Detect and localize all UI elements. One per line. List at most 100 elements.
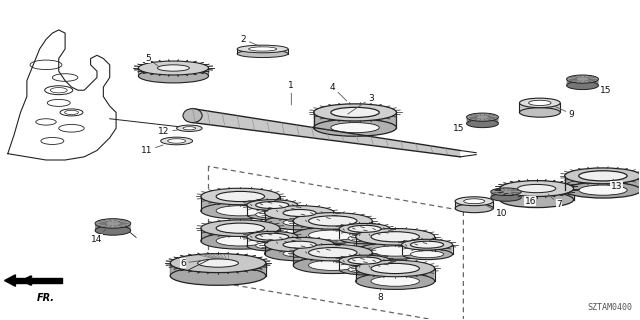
- Ellipse shape: [356, 273, 435, 289]
- Polygon shape: [246, 237, 298, 251]
- Text: 1: 1: [289, 81, 294, 105]
- Polygon shape: [293, 252, 372, 274]
- Ellipse shape: [566, 81, 598, 90]
- Ellipse shape: [356, 228, 435, 245]
- Text: 15: 15: [595, 83, 611, 95]
- Ellipse shape: [564, 182, 640, 198]
- Text: 11: 11: [141, 145, 163, 155]
- Ellipse shape: [410, 241, 444, 248]
- Polygon shape: [201, 196, 280, 219]
- Text: 14: 14: [92, 228, 107, 244]
- Ellipse shape: [255, 211, 289, 218]
- Ellipse shape: [216, 191, 264, 202]
- Ellipse shape: [410, 251, 444, 258]
- Ellipse shape: [177, 125, 202, 132]
- Ellipse shape: [401, 239, 452, 250]
- Ellipse shape: [264, 237, 335, 252]
- Ellipse shape: [529, 100, 551, 106]
- Ellipse shape: [464, 199, 484, 204]
- Ellipse shape: [348, 266, 381, 273]
- Ellipse shape: [216, 223, 264, 233]
- Ellipse shape: [356, 243, 435, 259]
- Ellipse shape: [579, 171, 627, 181]
- Ellipse shape: [467, 119, 499, 128]
- Ellipse shape: [348, 257, 381, 264]
- Ellipse shape: [520, 98, 560, 108]
- Ellipse shape: [293, 244, 372, 261]
- Ellipse shape: [237, 45, 288, 53]
- Ellipse shape: [170, 266, 266, 285]
- Polygon shape: [201, 228, 280, 249]
- Text: FR.: FR.: [37, 293, 55, 303]
- Polygon shape: [455, 201, 493, 213]
- Ellipse shape: [246, 209, 298, 220]
- Polygon shape: [246, 205, 298, 220]
- Ellipse shape: [255, 233, 289, 240]
- Ellipse shape: [216, 236, 264, 246]
- Polygon shape: [356, 268, 435, 289]
- Ellipse shape: [248, 47, 276, 51]
- Ellipse shape: [255, 242, 289, 249]
- Text: 7: 7: [548, 194, 562, 209]
- Ellipse shape: [566, 75, 598, 83]
- Ellipse shape: [491, 194, 522, 201]
- Ellipse shape: [308, 248, 357, 258]
- Polygon shape: [293, 221, 372, 244]
- Ellipse shape: [283, 241, 316, 248]
- Ellipse shape: [348, 235, 381, 242]
- Ellipse shape: [138, 61, 209, 75]
- Polygon shape: [95, 223, 131, 235]
- Polygon shape: [237, 49, 288, 58]
- Polygon shape: [500, 188, 573, 208]
- Ellipse shape: [264, 246, 335, 261]
- Ellipse shape: [371, 263, 419, 274]
- Text: 8: 8: [378, 288, 383, 302]
- Ellipse shape: [201, 233, 280, 249]
- Ellipse shape: [455, 197, 493, 206]
- Ellipse shape: [183, 127, 196, 130]
- Ellipse shape: [467, 113, 499, 121]
- Ellipse shape: [500, 192, 573, 208]
- Ellipse shape: [314, 119, 396, 136]
- Text: 12: 12: [158, 127, 177, 136]
- Ellipse shape: [170, 253, 266, 273]
- Ellipse shape: [95, 226, 131, 235]
- Polygon shape: [356, 237, 435, 259]
- Ellipse shape: [331, 107, 380, 117]
- Text: 15: 15: [453, 121, 472, 133]
- Ellipse shape: [201, 188, 280, 205]
- Ellipse shape: [201, 203, 280, 219]
- Ellipse shape: [371, 232, 419, 242]
- Polygon shape: [467, 117, 499, 128]
- Text: SZTAM0400: SZTAM0400: [588, 303, 632, 312]
- Ellipse shape: [283, 219, 316, 226]
- Ellipse shape: [331, 123, 380, 133]
- Ellipse shape: [264, 215, 335, 230]
- Ellipse shape: [293, 213, 372, 229]
- Polygon shape: [339, 260, 390, 275]
- Ellipse shape: [500, 180, 573, 196]
- Ellipse shape: [356, 260, 435, 277]
- Polygon shape: [264, 213, 335, 230]
- Text: 2: 2: [241, 35, 260, 46]
- Ellipse shape: [237, 50, 288, 58]
- Polygon shape: [314, 112, 396, 136]
- Ellipse shape: [264, 206, 335, 220]
- Polygon shape: [193, 108, 460, 157]
- Ellipse shape: [308, 230, 357, 240]
- Polygon shape: [566, 79, 598, 90]
- Ellipse shape: [201, 220, 280, 236]
- Text: 5: 5: [145, 54, 159, 66]
- Ellipse shape: [339, 264, 390, 275]
- Polygon shape: [138, 68, 209, 83]
- Ellipse shape: [518, 184, 556, 193]
- Ellipse shape: [339, 223, 390, 234]
- Ellipse shape: [246, 240, 298, 251]
- Ellipse shape: [293, 257, 372, 274]
- Polygon shape: [491, 192, 522, 201]
- Ellipse shape: [138, 69, 209, 83]
- Ellipse shape: [520, 108, 560, 117]
- Polygon shape: [170, 263, 266, 285]
- Polygon shape: [264, 245, 335, 261]
- Ellipse shape: [339, 233, 390, 244]
